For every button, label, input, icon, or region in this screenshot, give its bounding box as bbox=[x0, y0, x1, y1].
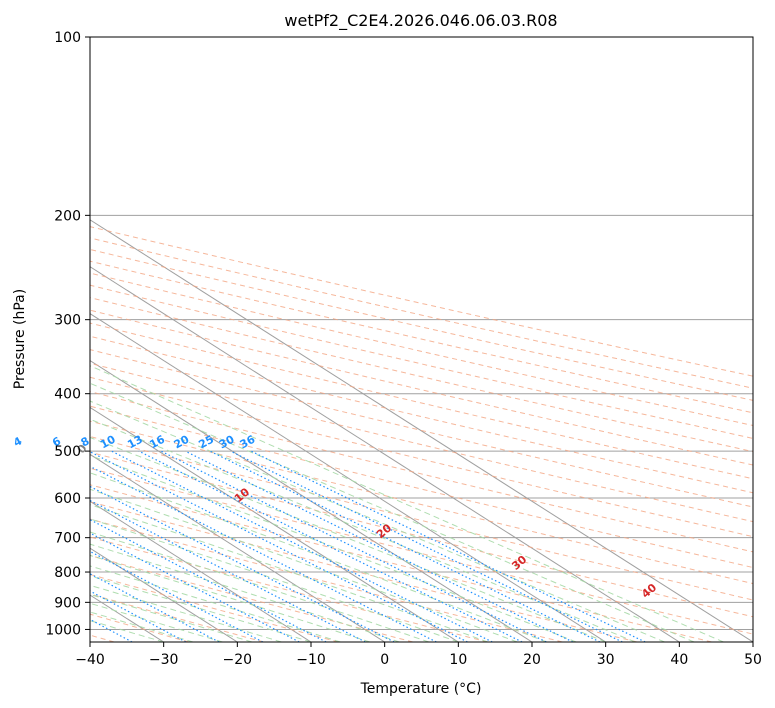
mixing-ratio-line bbox=[250, 450, 646, 642]
moist-adiabat-line bbox=[90, 472, 547, 642]
x-tick-label: −20 bbox=[223, 652, 253, 668]
dry-adiabat-line bbox=[90, 435, 753, 601]
mixing-ratio-line bbox=[138, 450, 523, 642]
x-tick-label: 10 bbox=[449, 652, 467, 668]
y-tick-label: 600 bbox=[54, 491, 81, 507]
mixing-ratio-line bbox=[90, 451, 468, 642]
moist-adiabat-line bbox=[90, 382, 695, 642]
mixing-ratio-line bbox=[90, 465, 437, 642]
y-tick-label: 300 bbox=[54, 313, 81, 329]
moist-adiabat-line bbox=[90, 575, 312, 642]
x-tick-label: 0 bbox=[380, 652, 389, 668]
mixing-ratio-line bbox=[111, 450, 493, 642]
moist-adiabat-line bbox=[90, 565, 341, 642]
x-axis: −40 −30 −20 −10 0 10 20 30 40 50 bbox=[75, 642, 762, 668]
isotherm-line bbox=[90, 266, 680, 642]
moist-adiabat-line bbox=[90, 488, 518, 642]
y-tick-label: 200 bbox=[54, 208, 81, 224]
mixing-ratio-line bbox=[209, 450, 601, 642]
isotherm-line bbox=[90, 500, 312, 642]
y-axis: 100 200 300 400 500 600 700 800 900 1000 bbox=[45, 30, 90, 638]
mixing-ratio-label: 16 bbox=[147, 433, 167, 452]
x-tick-label: −30 bbox=[149, 652, 179, 668]
mixing-ratio-line bbox=[90, 532, 300, 642]
dry-adiabat-line bbox=[90, 376, 753, 538]
mixing-ratio-label: 13 bbox=[125, 433, 145, 452]
x-tick-label: 40 bbox=[670, 652, 688, 668]
x-axis-label: Temperature (°C) bbox=[360, 681, 482, 697]
mixing-ratio-line bbox=[90, 485, 395, 642]
x-tick-label: 30 bbox=[597, 652, 615, 668]
x-tick-label: 50 bbox=[744, 652, 762, 668]
y-tick-label: 700 bbox=[54, 531, 81, 547]
dry-adiabat-line bbox=[90, 554, 414, 642]
isotherm-line bbox=[90, 453, 385, 642]
dry-adiabat-line bbox=[90, 484, 712, 642]
mixing-ratio-label: 20 bbox=[172, 433, 192, 452]
dry-adiabat-line bbox=[90, 362, 753, 523]
isotherm-line bbox=[90, 313, 606, 642]
mixing-ratio-label: 10 bbox=[98, 433, 118, 452]
y-tick-label: 1000 bbox=[45, 622, 81, 638]
dry-adiabat-line bbox=[90, 272, 753, 427]
isotherm-line bbox=[90, 406, 459, 642]
dry-adiabat-line bbox=[90, 467, 753, 635]
chart-title: wetPf2_C2E4.2026.046.06.03.R08 bbox=[284, 11, 557, 31]
dry-adiabat-line bbox=[90, 335, 753, 494]
y-tick-label: 100 bbox=[54, 30, 81, 46]
isotherm-line bbox=[90, 219, 753, 642]
moist-adiabat-line bbox=[90, 531, 430, 642]
y-tick-label: 400 bbox=[54, 387, 81, 403]
mixing-ratio-label: 25 bbox=[196, 433, 216, 452]
mixing-ratio-label: 30 bbox=[217, 433, 237, 452]
dry-adiabat-line bbox=[90, 501, 638, 642]
mixing-ratio-line bbox=[160, 450, 547, 642]
moist-adiabat-line bbox=[90, 436, 606, 642]
moist-adiabat-line bbox=[90, 365, 724, 642]
dry-adiabat-line bbox=[90, 593, 264, 642]
dry-adiabat-line bbox=[90, 248, 753, 401]
y-tick-label: 800 bbox=[54, 565, 81, 581]
mixing-ratio-label: 36 bbox=[238, 433, 258, 452]
plot-area bbox=[90, 37, 753, 642]
dry-adiabat-line bbox=[90, 451, 753, 618]
dry-adiabat-line bbox=[90, 518, 563, 642]
y-tick-label: 500 bbox=[54, 444, 81, 460]
plot-frame bbox=[89, 36, 754, 643]
mixing-ratio-line bbox=[90, 550, 264, 642]
y-axis-label: Pressure (hPa) bbox=[12, 289, 28, 389]
x-tick-label: −10 bbox=[296, 652, 326, 668]
moist-adiabat-line bbox=[90, 418, 636, 642]
dry-adiabat-line bbox=[90, 237, 753, 389]
moist-adiabat-line bbox=[90, 504, 488, 642]
dry-adiabat-line bbox=[90, 420, 753, 585]
x-tick-label: −40 bbox=[75, 652, 105, 668]
moist-adiabat-line bbox=[90, 454, 577, 642]
x-tick-label: 20 bbox=[523, 652, 541, 668]
y-tick-label: 900 bbox=[54, 595, 81, 611]
